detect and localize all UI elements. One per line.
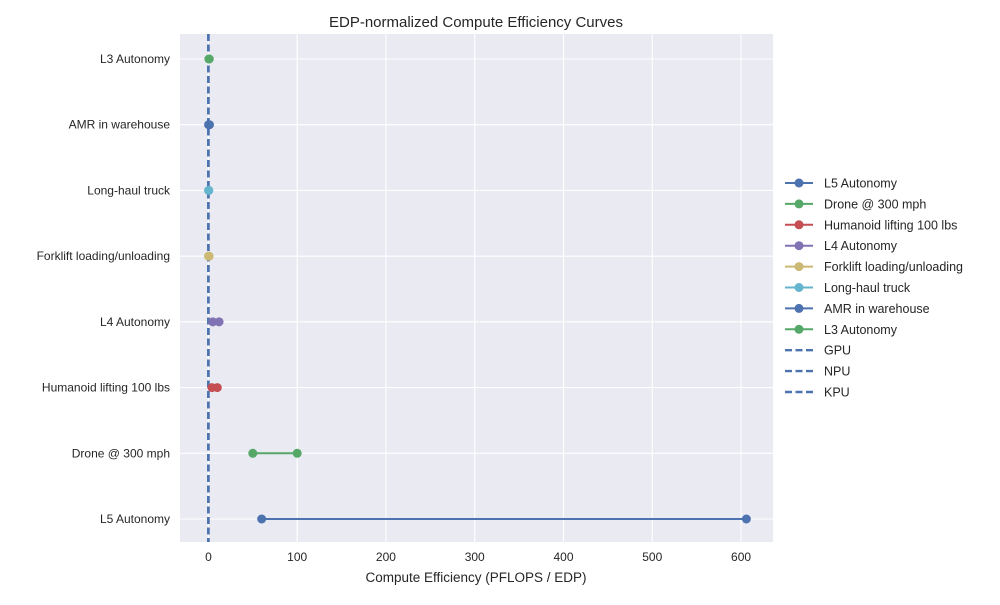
- legend-item: AMR in warehouse: [785, 302, 930, 316]
- y-tick-label: Humanoid lifting 100 lbs: [42, 381, 170, 395]
- series-0: [257, 514, 751, 524]
- chart-title: EDP-normalized Compute Efficiency Curves: [329, 14, 623, 31]
- data-point: [257, 514, 267, 524]
- grid: [180, 34, 773, 542]
- series-4: [204, 251, 214, 261]
- data-point: [212, 383, 222, 393]
- x-tick-label: 100: [287, 550, 307, 564]
- data-point: [204, 185, 214, 195]
- data-point: [208, 317, 218, 327]
- series-3: [208, 317, 224, 327]
- series-5: [203, 185, 214, 195]
- x-axis-ticks: 0 100 200 300 400 500 600: [205, 550, 751, 564]
- legend-marker: [794, 324, 804, 334]
- data-point: [204, 120, 214, 130]
- legend-label: Humanoid lifting 100 lbs: [824, 218, 957, 232]
- data-point: [292, 448, 302, 458]
- legend-marker: [794, 283, 804, 292]
- legend-item: GPU: [785, 344, 851, 358]
- plot-area: [180, 34, 773, 542]
- series-7: [204, 54, 214, 64]
- legend-label: L3 Autonomy: [824, 323, 898, 337]
- legend-marker: [794, 199, 804, 209]
- y-tick-label: Forklift loading/unloading: [37, 249, 170, 263]
- legend-label: L5 Autonomy: [824, 177, 898, 191]
- x-tick-label: 500: [642, 550, 662, 564]
- legend-label: Long-haul truck: [824, 281, 911, 295]
- y-tick-label: Drone @ 300 mph: [72, 446, 170, 460]
- legend-marker: [794, 220, 804, 230]
- legend-item: Drone @ 300 mph: [785, 197, 926, 211]
- legend-item: L3 Autonomy: [785, 323, 898, 337]
- legend-item: L4 Autonomy: [785, 239, 898, 253]
- series-1: [248, 448, 302, 458]
- legend-item: Forklift loading/unloading: [785, 260, 963, 274]
- x-tick-label: 300: [465, 550, 485, 564]
- y-tick-label: L4 Autonomy: [100, 315, 170, 329]
- legend-label: Drone @ 300 mph: [824, 197, 926, 211]
- legend: L5 Autonomy Drone @ 300 mph Humanoid lifti…: [785, 177, 963, 400]
- legend-marker: [794, 262, 804, 272]
- legend-marker: [794, 303, 804, 313]
- data-point: [741, 514, 751, 524]
- data-point: [204, 54, 214, 64]
- data-point: [204, 251, 214, 261]
- x-tick-label: 0: [205, 550, 212, 564]
- series-2: [207, 383, 222, 393]
- legend-label: L4 Autonomy: [824, 239, 898, 253]
- legend-marker: [794, 178, 804, 188]
- y-tick-label: L5 Autonomy: [100, 512, 170, 526]
- data-point: [248, 448, 258, 458]
- x-tick-label: 400: [553, 550, 573, 564]
- legend-item: NPU: [785, 365, 850, 379]
- x-tick-label: 200: [376, 550, 396, 564]
- legend-label: Forklift loading/unloading: [824, 260, 963, 274]
- legend-item: L5 Autonomy: [785, 177, 898, 191]
- y-axis-ticks: L5 Autonomy Drone @ 300 mph Humanoid lifti…: [37, 52, 171, 526]
- legend-item: Humanoid lifting 100 lbs: [785, 218, 957, 232]
- legend-label: GPU: [824, 344, 851, 358]
- legend-label: KPU: [824, 386, 850, 400]
- series-layer: [203, 54, 751, 524]
- series-6: [204, 120, 214, 130]
- y-tick-label: L3 Autonomy: [100, 52, 170, 66]
- data-point: [214, 317, 224, 327]
- y-tick-label: Long-haul truck: [87, 183, 171, 197]
- legend-item: KPU: [785, 386, 850, 400]
- x-axis-label: Compute Efficiency (PFLOPS / EDP): [365, 570, 586, 585]
- legend-marker: [794, 241, 804, 251]
- legend-label: NPU: [824, 365, 850, 379]
- legend-item: Long-haul truck: [785, 281, 911, 295]
- legend-label: AMR in warehouse: [824, 302, 930, 316]
- x-tick-label: 600: [731, 550, 751, 564]
- y-tick-label: AMR in warehouse: [69, 118, 171, 132]
